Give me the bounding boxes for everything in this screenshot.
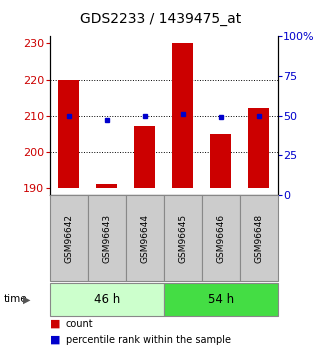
Bar: [210, 134, 231, 188]
Text: GSM96642: GSM96642: [64, 214, 73, 263]
Bar: [126, 195, 164, 281]
Text: count: count: [66, 319, 93, 329]
Text: GSM96644: GSM96644: [140, 214, 149, 263]
Text: time: time: [3, 294, 27, 304]
Bar: [134, 126, 155, 188]
Bar: [164, 283, 278, 316]
Text: GSM96645: GSM96645: [178, 214, 187, 263]
Bar: [50, 283, 164, 316]
Text: ■: ■: [50, 335, 60, 345]
Bar: [50, 195, 88, 281]
Bar: [248, 108, 269, 188]
Text: 46 h: 46 h: [94, 293, 120, 306]
Text: ▶: ▶: [23, 294, 30, 304]
Bar: [240, 195, 278, 281]
Text: GSM96643: GSM96643: [102, 214, 111, 263]
Text: percentile rank within the sample: percentile rank within the sample: [66, 335, 231, 345]
Text: GSM96646: GSM96646: [216, 214, 225, 263]
Bar: [88, 195, 126, 281]
Text: GDS2233 / 1439475_at: GDS2233 / 1439475_at: [80, 12, 241, 26]
Bar: [164, 195, 202, 281]
Text: ■: ■: [50, 319, 60, 329]
Bar: [172, 43, 193, 188]
Bar: [96, 184, 117, 188]
Text: 54 h: 54 h: [208, 293, 234, 306]
Bar: [58, 79, 79, 188]
Text: GSM96648: GSM96648: [254, 214, 263, 263]
Bar: [202, 195, 240, 281]
